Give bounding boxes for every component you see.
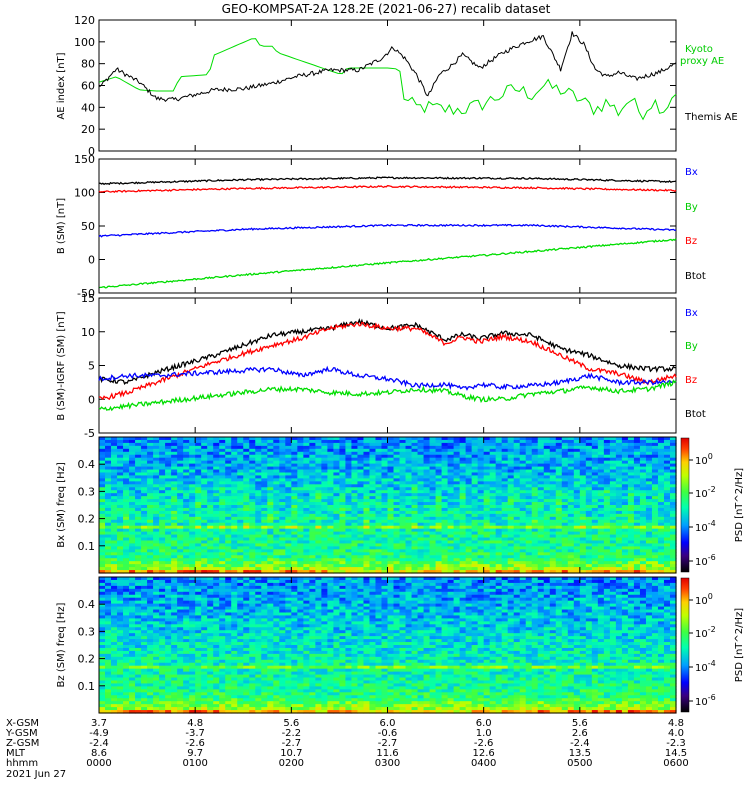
y-tick-label: 0.3 — [78, 485, 96, 498]
series-line-themis-ae — [99, 31, 676, 101]
legend-db-bz: Bz — [685, 375, 697, 386]
legend-db-by: By — [685, 341, 698, 352]
bx-spectrogram-panel: Bx (SM) freq [Hz] 0.40.30.20.1 10010-210… — [56, 437, 745, 574]
y-tick-label: 0.4 — [78, 458, 96, 471]
legend-b-btot: Btot — [685, 271, 706, 282]
ae-ylabel: AE index [nT] — [56, 52, 67, 119]
db-series — [99, 320, 676, 410]
db-yticks: 15 10 5 0 -5 — [81, 292, 676, 440]
y-tick-label: -5 — [84, 427, 95, 440]
legend-b-by: By — [685, 202, 698, 213]
b-ylabel: B (SM) [nT] — [56, 198, 67, 254]
y-tick-label: 120 — [74, 14, 95, 27]
y-tick-label: 0 — [88, 393, 95, 406]
legend-themis-ae: Themis AE — [684, 112, 738, 123]
y-tick-label: 60 — [81, 80, 95, 93]
y-tick-label: 80 — [81, 58, 95, 71]
y-tick-label: 10 — [81, 326, 95, 339]
bx-spec-ylabel: Bx (SM) freq [Hz] — [56, 462, 67, 548]
series-line-bx — [99, 225, 676, 237]
legend-db-bx: Bx — [685, 308, 698, 319]
db-ylabel: B (SM)-IGRF (SM) [nT] — [56, 311, 67, 420]
y-tick-label: 0 — [88, 254, 95, 267]
legend-kyoto: Kyoto — [685, 44, 713, 55]
bx-spectrogram-cells — [99, 437, 677, 574]
series-line-bz — [99, 186, 676, 193]
y-tick-label: 5 — [88, 360, 95, 373]
colorbar-tick-label: 100 — [695, 452, 713, 467]
y-tick-label: 0.2 — [78, 513, 96, 526]
y-tick-label: 100 — [74, 36, 95, 49]
y-tick-label: 0.1 — [78, 540, 96, 553]
legend-proxy-ae: proxy AE — [680, 56, 724, 67]
ae-series — [99, 31, 676, 119]
series-line-btot — [99, 177, 676, 184]
figure-title: GEO-KOMPSAT-2A 128.2E (2021-06-27) recal… — [222, 2, 551, 16]
y-tick-label: 50 — [81, 220, 95, 233]
bz-spectrogram-panel: Bz (SM) freq [Hz] 0.40.30.20.1 10010-210… — [56, 577, 745, 714]
colorbar-tick-label: 10-4 — [695, 519, 716, 534]
series-line-by — [99, 239, 676, 288]
legend-b-bx: Bx — [685, 167, 698, 178]
b-series — [99, 177, 676, 288]
bz-spectrogram-cells — [99, 577, 677, 714]
bx-colorbar-label: PSD [nT^2/Hz] — [734, 468, 745, 542]
series-line-kyoto-proxy-ae — [99, 39, 676, 120]
y-tick-label: 20 — [81, 123, 95, 136]
legend-b-bz: Bz — [685, 236, 697, 247]
colorbar-tick-label: 10-2 — [695, 485, 716, 500]
series-line-by — [99, 381, 676, 410]
y-tick-label: 150 — [74, 153, 95, 166]
y-tick-label: 40 — [81, 101, 95, 114]
bx-colorbar — [681, 438, 689, 572]
bx-colorbar-ticks: 100 10-2 10-4 10-6 — [689, 452, 716, 568]
colorbar-tick-label: 10-6 — [695, 553, 716, 568]
y-tick-label: 15 — [81, 292, 95, 305]
y-tick-label: 100 — [74, 187, 95, 200]
ae-plot-frame — [99, 20, 676, 151]
legend-db-btot: Btot — [685, 409, 706, 420]
